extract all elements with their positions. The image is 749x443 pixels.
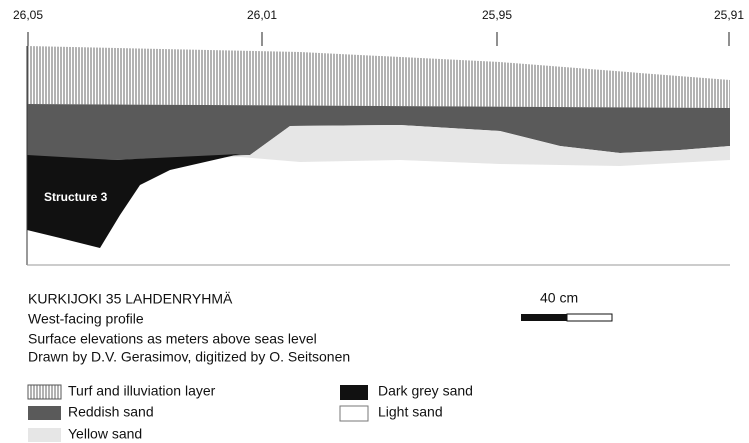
caption-title: KURKIJOKI 35 LAHDENRYHMÄ <box>28 291 233 307</box>
legend-label: Yellow sand <box>68 426 142 442</box>
legend-label: Reddish sand <box>68 404 154 420</box>
elevation-label: 25,95 <box>482 8 512 22</box>
legend-swatch <box>28 428 61 442</box>
legend-label: Dark grey sand <box>378 383 473 399</box>
elevation-label: 25,91 <box>714 8 744 22</box>
caption-line: Surface elevations as meters above seas … <box>28 331 317 347</box>
legend-swatch <box>28 406 61 420</box>
profile-drawing: 26,05 26,01 25,95 25,91 Structure 3 KURK… <box>0 0 749 443</box>
legend-label: Light sand <box>378 404 443 420</box>
caption-line: Drawn by D.V. Gerasimov, digitized by O.… <box>28 349 350 365</box>
legend-swatch <box>340 406 368 421</box>
legend-swatch <box>28 385 61 399</box>
structure-label: Structure 3 <box>44 190 108 204</box>
elevation-ticks <box>28 32 729 46</box>
elevation-label: 26,01 <box>247 8 277 22</box>
elevation-label: 26,05 <box>13 8 43 22</box>
caption-line: West-facing profile <box>28 311 144 327</box>
scale-bar <box>567 314 612 321</box>
legend-swatch <box>340 385 368 400</box>
scale-bar <box>521 314 567 321</box>
legend-label: Turf and illuviation layer <box>68 383 216 399</box>
scale-label: 40 cm <box>540 290 578 306</box>
